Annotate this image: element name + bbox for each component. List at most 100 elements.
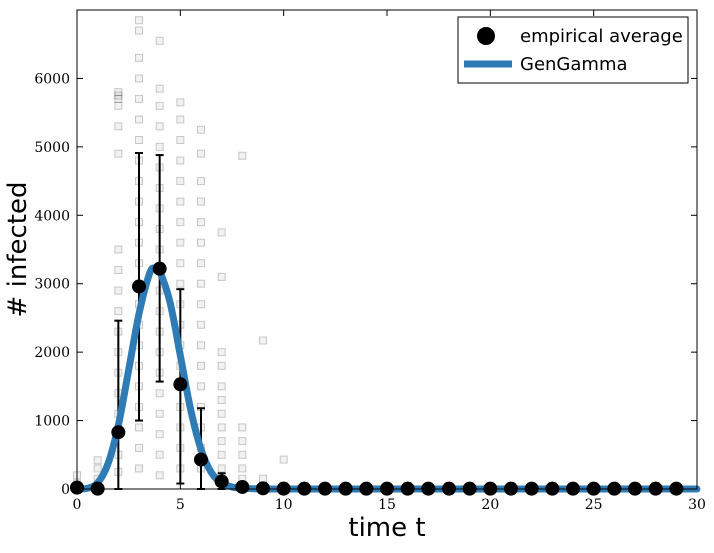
y-tick-label: 0 (61, 482, 70, 498)
sample-point (279, 455, 288, 464)
average-point (132, 279, 146, 294)
sample-point (238, 423, 247, 432)
x-tick-label: 5 (176, 497, 185, 513)
sample-point (197, 259, 205, 268)
sample-point (238, 151, 247, 160)
sample-point (176, 197, 185, 206)
sample-point (155, 122, 164, 131)
sample-point (155, 450, 164, 459)
sample-point (135, 136, 143, 145)
ticks-layer: 0 5 10 15 20 25 30 0 1000 2000 3000 4000 5000 6000 (34, 10, 706, 513)
y-tick-label: 6000 (34, 71, 70, 87)
x-tick-label: 20 (481, 497, 499, 513)
sample-point (135, 26, 143, 35)
sample-point (155, 409, 164, 418)
sample-point (197, 320, 205, 329)
sample-point (155, 36, 164, 45)
sample-point (93, 464, 102, 473)
sample-point (217, 464, 226, 473)
average-point (214, 474, 229, 489)
sample-point (176, 218, 185, 227)
sample-point (238, 464, 247, 473)
average-point (173, 377, 188, 392)
sample-point (217, 348, 226, 357)
sample-point (114, 94, 123, 103)
sample-point (114, 149, 123, 158)
sample-point (238, 450, 247, 459)
legend-marker-average (477, 27, 495, 45)
sample-point (217, 361, 226, 370)
sample-point (135, 74, 143, 83)
sample-point (197, 238, 205, 247)
sample-point (155, 101, 164, 110)
sample-point (176, 279, 185, 288)
y-axis-label: # infected (3, 182, 33, 318)
gengamma-curve (73, 263, 701, 493)
average-point (194, 452, 208, 467)
sample-point (176, 115, 185, 124)
sample-point (155, 389, 164, 398)
sample-point (176, 136, 185, 145)
sample-point (197, 300, 205, 309)
sample-point (197, 197, 205, 206)
x-tick-label: 15 (378, 497, 396, 513)
sample-point (197, 177, 205, 186)
sample-point (176, 156, 185, 165)
average-point (111, 425, 126, 440)
sample-point (259, 336, 267, 345)
legend-label-gengamma: GenGamma (520, 54, 628, 75)
sample-point (135, 443, 143, 452)
sample-point (197, 361, 205, 370)
sample-point (197, 341, 205, 350)
sample-point (114, 245, 123, 254)
x-tick-label: 25 (585, 497, 603, 513)
sample-point (217, 450, 226, 459)
sample-point (114, 88, 123, 97)
fit-layer (73, 263, 701, 493)
sample-point (176, 259, 185, 268)
sample-point (197, 125, 205, 134)
sample-point (93, 456, 102, 465)
average-point (235, 479, 250, 494)
y-tick-label: 2000 (34, 345, 70, 361)
sample-point (217, 382, 226, 391)
sample-point (114, 91, 123, 100)
sample-point (197, 279, 205, 288)
x-axis-label: time t (348, 513, 425, 543)
x-tick-label: 30 (688, 497, 706, 513)
average-point (256, 481, 270, 496)
sample-point (176, 177, 185, 186)
sample-point (135, 16, 143, 25)
y-tick-label: 5000 (34, 140, 70, 156)
sample-point (135, 94, 143, 103)
sample-point (155, 84, 164, 93)
sample-point (135, 423, 143, 432)
sample-point (114, 266, 123, 275)
sample-point (114, 101, 123, 110)
sample-point (135, 464, 143, 473)
sample-point (155, 471, 164, 480)
sample-point (114, 286, 123, 295)
sample-point (217, 409, 226, 418)
average-point (152, 261, 167, 276)
sample-point (197, 218, 205, 227)
legend: empirical average GenGamma (457, 16, 689, 84)
sample-point (197, 382, 205, 391)
x-tick-label: 10 (275, 497, 293, 513)
sample-point (217, 423, 226, 432)
sample-point (135, 115, 143, 124)
y-tick-label: 1000 (34, 414, 70, 430)
legend-label-average: empirical average (520, 26, 683, 47)
legend-box (457, 16, 689, 84)
y-tick-label: 3000 (34, 277, 70, 293)
x-tick-label: 0 (73, 497, 82, 513)
sample-point (155, 430, 164, 439)
sample-point (176, 98, 185, 107)
sample-point (238, 437, 247, 446)
average-layer (70, 261, 684, 496)
sample-point (217, 228, 226, 237)
sample-point (114, 122, 123, 131)
sample-point (114, 307, 123, 316)
